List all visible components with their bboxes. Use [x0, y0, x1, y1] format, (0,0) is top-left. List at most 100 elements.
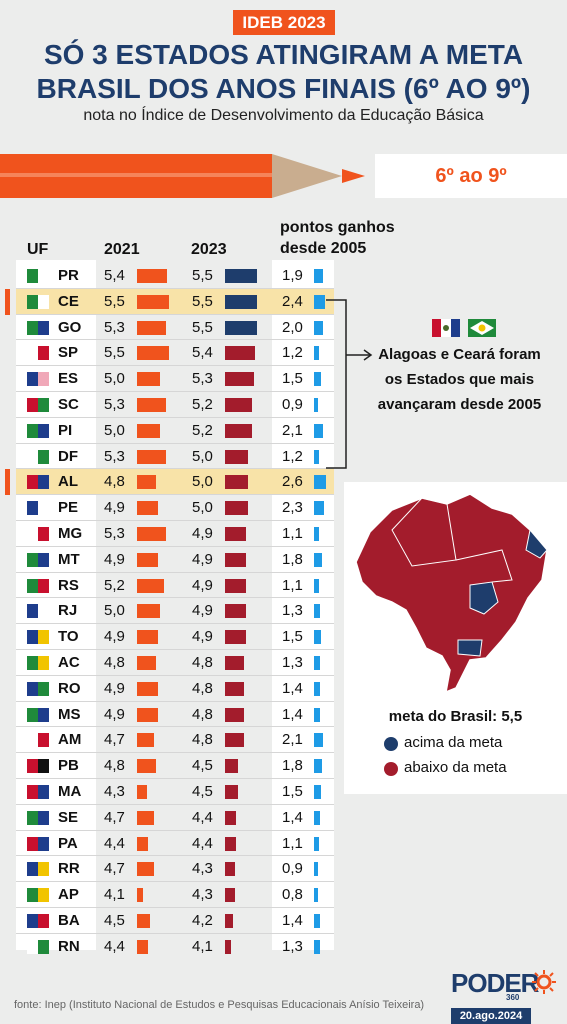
- gain-value: 0,9: [282, 396, 303, 413]
- value-2023: 5,2: [192, 396, 213, 413]
- bar-2023: [225, 449, 248, 464]
- state-flag-ro: [27, 681, 49, 696]
- value-2023: 4,2: [192, 912, 213, 929]
- uf-label: SC: [58, 396, 79, 413]
- header-gain-line-1: pontos ganhos: [280, 219, 395, 236]
- value-2021: 4,9: [104, 679, 125, 697]
- uf-label: AC: [58, 654, 80, 671]
- bar-gain: [314, 398, 319, 412]
- bar-2021: [137, 785, 147, 799]
- value-2023: 4,9: [192, 550, 213, 568]
- row-marker-ce: [5, 288, 10, 315]
- value-2023: 5,0: [192, 473, 213, 491]
- bar-gain: [314, 862, 319, 877]
- bar-2021: [137, 320, 166, 335]
- pencil-lead: [342, 169, 365, 183]
- bar-gain: [314, 269, 323, 283]
- gain-value: 1,3: [282, 602, 303, 620]
- row-separator: [16, 881, 334, 883]
- state-flag-sp: [27, 346, 49, 361]
- bar-2023: [225, 604, 246, 619]
- value-2021: 5,0: [104, 602, 125, 620]
- publish-date: 20.ago.2024: [451, 1008, 531, 1024]
- bar-2023: [225, 501, 248, 516]
- uf-label: TO: [58, 628, 79, 646]
- gain-value: 1,1: [282, 576, 303, 594]
- state-flag-rn: [27, 939, 49, 954]
- value-2023: 4,8: [192, 679, 213, 697]
- bar-2021: [137, 449, 166, 464]
- bar-2023: [225, 552, 246, 567]
- uf-label: AL: [58, 473, 78, 491]
- bar-2023: [225, 888, 235, 903]
- gain-value: 2,6: [282, 473, 303, 491]
- state-flag-ma: [27, 785, 49, 799]
- bar-gain: [314, 475, 326, 490]
- state-flag-rj: [27, 604, 49, 619]
- uf-label: PE: [58, 499, 79, 517]
- bar-2021: [137, 888, 143, 903]
- value-2023: 4,8: [192, 731, 213, 749]
- gain-value: 1,4: [282, 679, 303, 697]
- row-separator: [16, 468, 334, 470]
- gain-value: 2,4: [282, 292, 303, 310]
- value-2023: 5,5: [192, 292, 213, 310]
- bar-2023: [225, 836, 237, 851]
- bar-2023: [225, 939, 231, 954]
- bar-gain: [314, 836, 319, 851]
- value-2021: 4,9: [104, 550, 125, 568]
- header-2021: 2021: [104, 241, 140, 258]
- pencil-stripe: [0, 173, 272, 177]
- bar-2023: [225, 862, 235, 877]
- row-separator: [16, 649, 334, 650]
- row-separator: [16, 803, 334, 805]
- gain-value: 1,5: [282, 783, 303, 800]
- bar-2023: [225, 759, 239, 774]
- value-2021: 4,8: [104, 654, 125, 671]
- value-2023: 4,8: [192, 705, 213, 723]
- legend-below-dot: [384, 762, 398, 776]
- gain-value: 0,9: [282, 860, 303, 878]
- annotation-line-2: os Estados que mais: [384, 371, 535, 388]
- value-2021: 5,3: [104, 447, 125, 465]
- row-separator: [16, 597, 334, 599]
- grade-box: [375, 154, 567, 198]
- header-2023: 2023: [191, 241, 227, 258]
- bar-gain: [314, 810, 321, 825]
- value-2021: 4,9: [104, 499, 125, 517]
- bar-gain: [314, 320, 323, 335]
- ideb-tag: IDEB 2023: [233, 10, 335, 35]
- value-2023: 5,3: [192, 370, 213, 388]
- gain-value: 1,8: [282, 550, 303, 568]
- bar-gain: [314, 733, 324, 748]
- title-line-1: SÓ 3 ESTADOS ATINGIRAM A META: [43, 39, 524, 70]
- gain-value: 1,2: [282, 344, 303, 362]
- title-line-2: BRASIL DOS ANOS FINAIS (6º AO 9º): [36, 73, 531, 104]
- state-flag-pe: [27, 501, 49, 516]
- value-2021: 5,4: [104, 267, 125, 284]
- state-flag-se: [27, 810, 49, 825]
- gain-value: 1,8: [282, 757, 303, 775]
- header-gain-line-2: desde 2005: [280, 240, 367, 257]
- state-flag-ms: [27, 707, 49, 722]
- row-separator: [16, 855, 334, 857]
- row-separator: [16, 829, 334, 831]
- bar-gain: [314, 501, 325, 516]
- state-flag-sc: [27, 398, 49, 412]
- value-2021: 4,7: [104, 860, 125, 878]
- uf-label: PR: [58, 267, 79, 284]
- bar-2023: [225, 630, 246, 645]
- legend-title: meta do Brasil: 5,5: [388, 708, 523, 725]
- value-2021: 4,1: [104, 886, 125, 904]
- row-marker-al: [5, 469, 10, 496]
- bar-2021: [137, 681, 158, 696]
- gain-value: 2,0: [282, 318, 303, 336]
- state-flag-ac: [27, 656, 49, 670]
- row-separator: [16, 545, 334, 547]
- value-2023: 4,4: [192, 834, 213, 852]
- value-2021: 4,9: [104, 628, 125, 646]
- state-flag-pb: [27, 759, 49, 774]
- value-2023: 4,8: [192, 654, 213, 671]
- value-2021: 4,7: [104, 808, 125, 826]
- bar-2021: [137, 914, 151, 928]
